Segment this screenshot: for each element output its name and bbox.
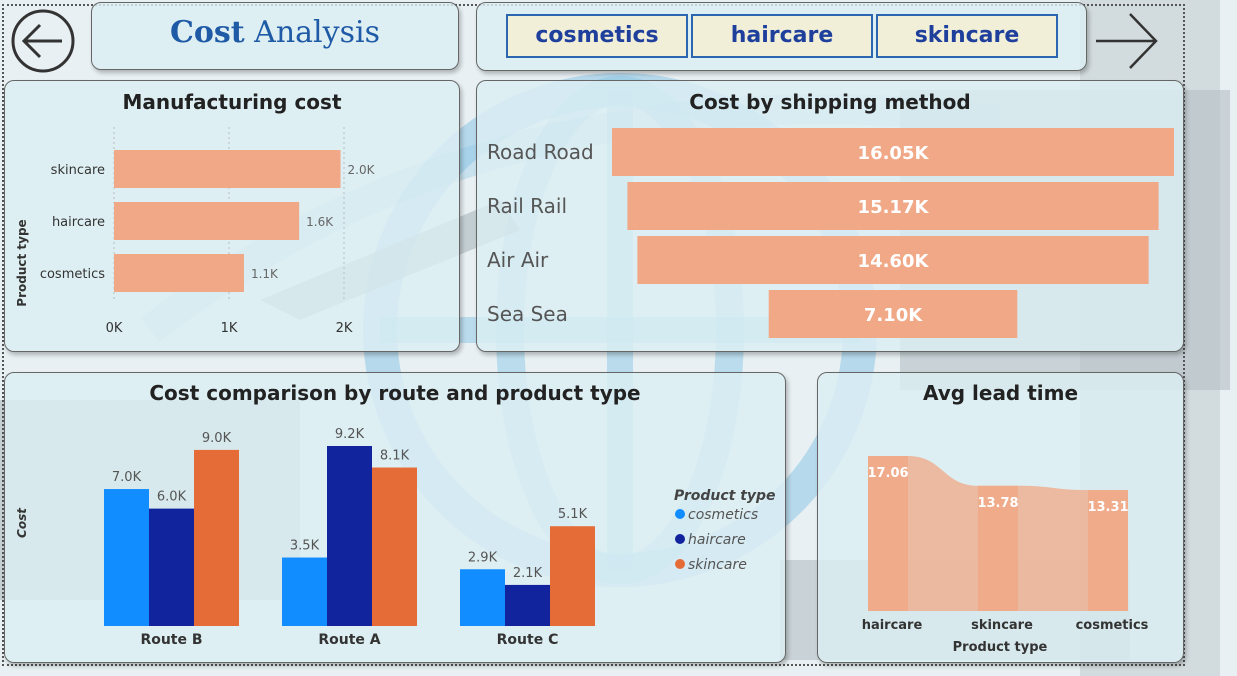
shipping-category-label: Rail Rail <box>487 194 567 218</box>
lead-time-chart: Product type 17.06 haircare 13.78 skincare 1… <box>818 373 1183 662</box>
shipping-category-label: Sea Sea <box>487 302 568 326</box>
route-data-label: 7.0K <box>112 470 142 485</box>
arrow-right-icon <box>1096 14 1156 68</box>
manufacturing-cost-chart: Product type 0K 1K 2K skincare 2.0K haircare 1… <box>5 81 459 351</box>
manufacturing-xtick: 2K <box>336 321 353 336</box>
lead-time-xlabel: Product type <box>953 640 1048 655</box>
route-bar-haircare <box>149 509 194 626</box>
lead-time-category-label: haircare <box>862 618 923 633</box>
slicer-cosmetics[interactable]: cosmetics <box>506 14 688 58</box>
route-bar-haircare <box>505 585 550 626</box>
manufacturing-xtick: 0K <box>106 321 123 336</box>
shipping-data-label: 15.17K <box>858 197 930 218</box>
route-bar-skincare <box>550 526 595 626</box>
route-bar-cosmetics <box>104 489 149 626</box>
route-data-label: 2.9K <box>468 550 498 565</box>
manufacturing-data-label: 1.1K <box>251 267 279 281</box>
shipping-data-label: 14.60K <box>858 251 930 272</box>
shipping-category-label: Road Road <box>487 140 594 164</box>
route-ylabel: Cost <box>15 507 29 538</box>
title-panel: Cost Analysis <box>91 2 459 70</box>
route-bar-skincare <box>372 468 417 626</box>
route-bar-haircare <box>327 446 372 626</box>
shipping-cost-panel: Cost by shipping method Road Road 16.05K R… <box>476 80 1184 352</box>
manufacturing-bar <box>114 202 299 240</box>
route-data-label: 5.1K <box>558 507 588 522</box>
slicer-haircare[interactable]: haircare <box>691 14 873 58</box>
route-bar-skincare <box>194 450 239 626</box>
route-bar-cosmetics <box>282 558 327 626</box>
route-data-label: 3.5K <box>290 539 320 554</box>
route-data-label: 2.1K <box>513 566 543 581</box>
arrow-left-icon <box>24 25 62 57</box>
lead-time-data-label: 17.06 <box>867 466 908 481</box>
manufacturing-category-label: skincare <box>51 163 105 178</box>
route-data-label: 6.0K <box>157 490 187 505</box>
lead-time-category-label: skincare <box>971 618 1033 633</box>
route-legend-label: haircare <box>688 532 746 548</box>
route-comparison-chart: Cost Product type 7.0K 6.0K 9.0K Route B 3.5… <box>5 373 785 662</box>
manufacturing-xtick: 1K <box>221 321 238 336</box>
slicer-skincare[interactable]: skincare <box>876 14 1058 58</box>
route-legend-dot <box>675 534 685 544</box>
manufacturing-data-label: 1.6K <box>306 215 334 229</box>
route-comparison-panel: Cost comparison by route and product typ… <box>4 372 786 663</box>
lead-time-panel: Avg lead time Product type 17.06 haircare… <box>817 372 1184 663</box>
lead-time-category-label: cosmetics <box>1076 618 1149 633</box>
product-slicer-panel: cosmetics haircare skincare <box>476 2 1087 71</box>
route-data-label: 9.0K <box>202 431 232 446</box>
shipping-cost-chart: Road Road 16.05K Rail Rail 15.17K Air Air 14.… <box>477 81 1183 351</box>
manufacturing-category-label: cosmetics <box>40 267 105 282</box>
route-data-label: 8.1K <box>380 449 410 464</box>
route-data-label: 9.2K <box>335 427 365 442</box>
route-bar-cosmetics <box>460 569 505 626</box>
route-legend-dot <box>675 509 685 519</box>
route-category-label: Route A <box>318 632 380 648</box>
route-category-label: Route C <box>497 632 559 648</box>
route-legend-label: cosmetics <box>688 507 758 523</box>
forward-arrow-button[interactable] <box>1094 8 1162 74</box>
page-title-bold: Cost <box>170 15 245 50</box>
page-title: Cost Analysis <box>92 15 458 50</box>
route-legend-label: skincare <box>688 557 747 573</box>
shipping-data-label: 16.05K <box>858 143 930 164</box>
manufacturing-bar <box>114 254 244 292</box>
lead-time-data-label: 13.31 <box>1087 500 1128 515</box>
shipping-data-label: 7.10K <box>864 305 923 326</box>
manufacturing-data-label: 2.0K <box>348 163 376 177</box>
manufacturing-category-label: haircare <box>52 215 105 230</box>
route-legend-title: Product type <box>674 488 776 504</box>
back-arrow-button[interactable] <box>10 8 76 74</box>
shipping-category-label: Air Air <box>487 248 549 272</box>
manufacturing-cost-panel: Manufacturing cost Product type 0K 1K 2K sk… <box>4 80 460 352</box>
manufacturing-ylabel: Product type <box>15 219 29 306</box>
route-legend-dot <box>675 559 685 569</box>
page-title-rest: Analysis <box>245 15 380 50</box>
lead-time-data-label: 13.78 <box>977 496 1018 511</box>
route-category-label: Route B <box>140 632 202 648</box>
manufacturing-bar <box>114 150 341 188</box>
